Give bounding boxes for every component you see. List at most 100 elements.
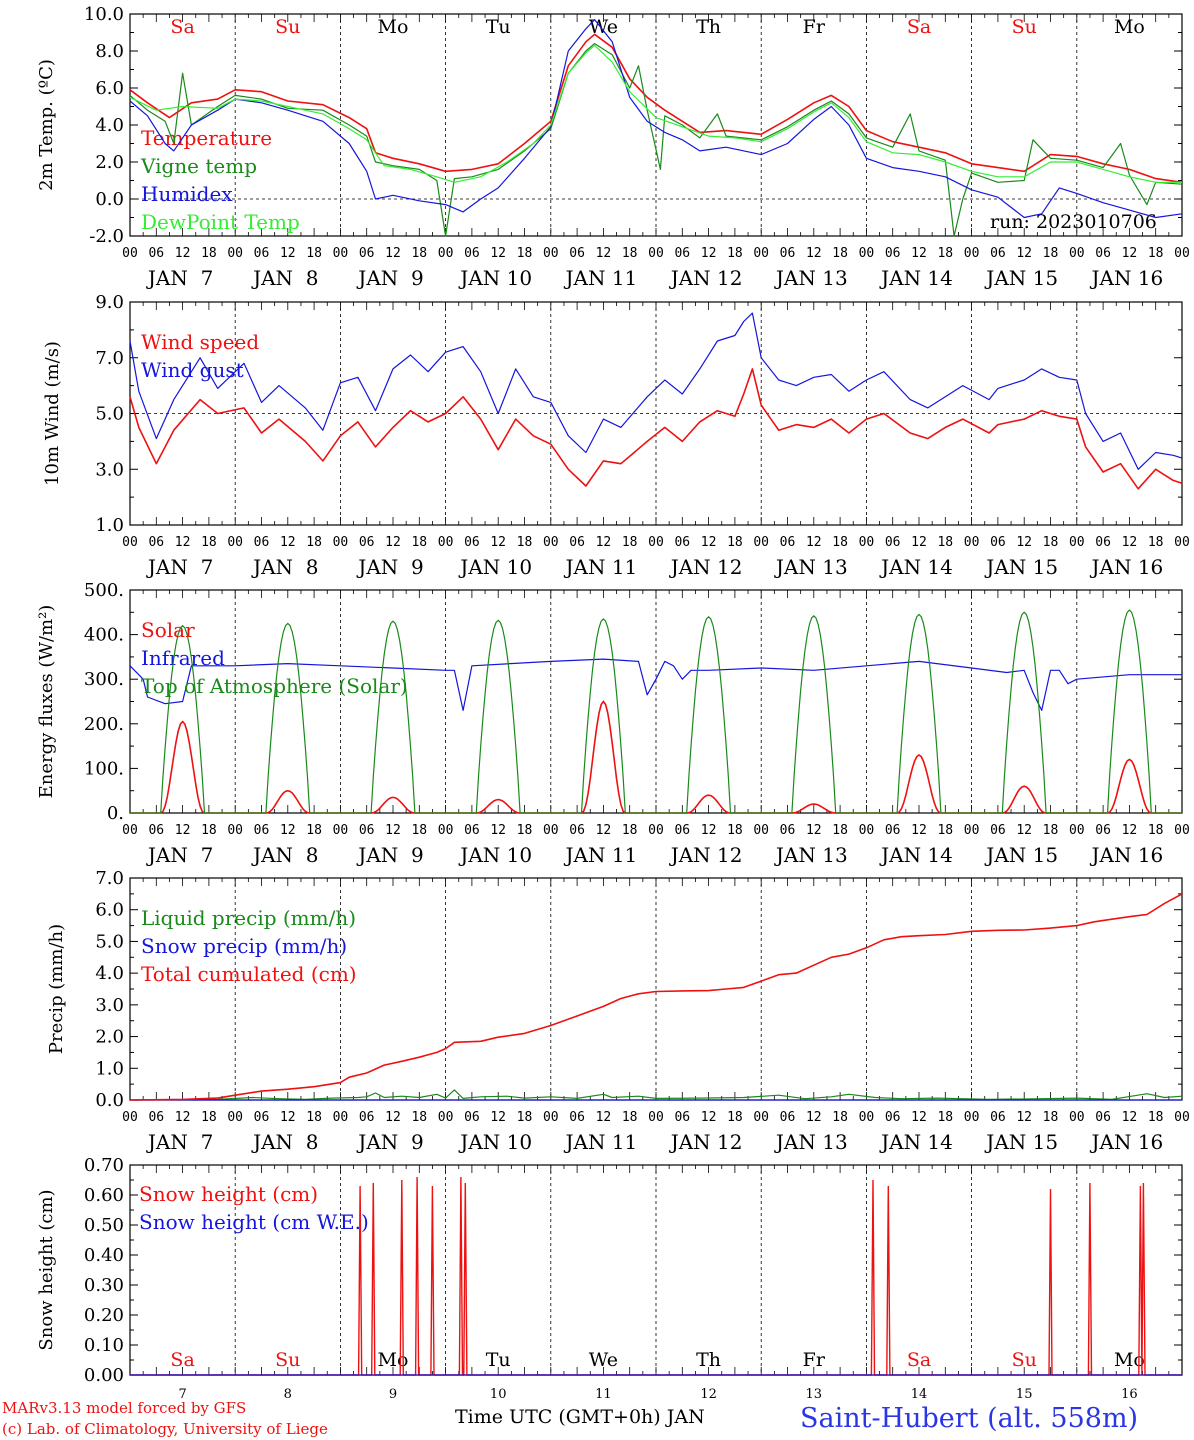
date-label: JAN 11 — [564, 1130, 638, 1154]
hour-tick-label: 00 — [333, 246, 349, 261]
day-number-label: 13 — [806, 1387, 823, 1402]
hour-tick-label: 00 — [1069, 535, 1085, 550]
date-label: JAN 7 — [146, 266, 213, 290]
y-tick-label: 2.0 — [95, 152, 124, 173]
day-number-label: 15 — [1016, 1387, 1033, 1402]
y-axis-label: Snow height (cm) — [36, 1189, 57, 1350]
hour-tick-label: 12 — [175, 823, 191, 838]
hour-tick-label: 00 — [543, 246, 559, 261]
hour-tick-label: 06 — [464, 535, 480, 550]
hour-tick-label: 00 — [859, 246, 875, 261]
date-label: JAN 8 — [251, 555, 318, 579]
hour-tick-label: 18 — [201, 246, 217, 261]
legend-entry: Vigne temp — [140, 154, 257, 178]
hour-tick-label: 00 — [438, 246, 454, 261]
hour-tick-label: 00 — [438, 1110, 454, 1125]
hour-tick-label: 06 — [1095, 246, 1111, 261]
hour-tick-label: 12 — [280, 1110, 296, 1125]
panel-precip: 0.0 1.0 2.0 3.0 4.0 5.0 6.0 7.0 Precip (mm/h) 00 0… — [46, 868, 1190, 1154]
hour-tick-label: 00 — [859, 823, 875, 838]
hour-tick-label: 18 — [1043, 823, 1059, 838]
hour-tick-label: 00 — [753, 535, 769, 550]
y-tick-label: 0.40 — [84, 1245, 124, 1266]
weekday-label: Su — [275, 1349, 300, 1371]
hour-tick-label: 12 — [596, 535, 612, 550]
date-label: JAN 16 — [1090, 1130, 1164, 1154]
hour-tick-label: 18 — [727, 823, 743, 838]
date-label: JAN 15 — [984, 266, 1058, 290]
hour-tick-label: 06 — [780, 1110, 796, 1125]
y-tick-label: 4.0 — [95, 115, 124, 136]
hour-tick-label: 06 — [464, 1110, 480, 1125]
hour-tick-label: 06 — [569, 246, 585, 261]
hour-tick-label: 12 — [701, 246, 717, 261]
y-tick-label: 3.0 — [95, 459, 124, 480]
hour-tick-label: 18 — [937, 246, 953, 261]
date-label: JAN 16 — [1090, 266, 1164, 290]
hour-tick-label: 12 — [490, 1110, 506, 1125]
date-label: JAN 16 — [1090, 555, 1164, 579]
series-line — [129, 33, 1183, 184]
date-label: JAN 15 — [984, 1130, 1058, 1154]
hour-tick-label: 18 — [1148, 535, 1164, 550]
hour-tick-label: 06 — [674, 535, 690, 550]
hour-tick-label: 18 — [411, 823, 427, 838]
y-tick-label: 500. — [84, 580, 124, 601]
date-label: JAN 12 — [669, 1130, 743, 1154]
y-tick-label: 0.10 — [84, 1335, 124, 1356]
weekday-label: Th — [696, 16, 721, 38]
hour-tick-label: 00 — [964, 1110, 980, 1125]
legend-entry: Snow height (cm) — [139, 1182, 318, 1206]
hour-tick-label: 18 — [1148, 246, 1164, 261]
y-tick-label: 6.0 — [95, 78, 124, 99]
date-label: JAN 7 — [146, 555, 213, 579]
y-axis-label: Precip (mm/h) — [46, 924, 67, 1054]
weekday-label: Sa — [170, 16, 194, 38]
y-tick-label: 4.0 — [95, 963, 124, 984]
date-label: JAN 14 — [879, 1130, 953, 1154]
hour-tick-label: 12 — [911, 246, 927, 261]
hour-tick-label: 18 — [306, 535, 322, 550]
y-tick-label: 200. — [84, 714, 124, 735]
hour-tick-label: 12 — [806, 823, 822, 838]
weekday-label: Th — [696, 1349, 721, 1371]
hour-tick-label: 00 — [333, 823, 349, 838]
series-line — [129, 658, 1182, 711]
date-label: JAN 13 — [774, 555, 848, 579]
hour-tick-label: 12 — [1016, 246, 1032, 261]
hour-tick-label: 06 — [885, 246, 901, 261]
hour-tick-label: 18 — [832, 246, 848, 261]
weekday-label: Mo — [1114, 16, 1145, 38]
hour-tick-label: 06 — [674, 1110, 690, 1125]
weekday-label: Fr — [803, 1349, 826, 1371]
date-label: JAN 13 — [774, 266, 848, 290]
hour-tick-label: 18 — [937, 1110, 953, 1125]
y-tick-label: 300. — [84, 669, 124, 690]
hour-tick-label: 00 — [438, 535, 454, 550]
legend-entry: Top of Atmosphere (Solar) — [141, 674, 408, 698]
hour-tick-label: 18 — [306, 1110, 322, 1125]
date-label: JAN 15 — [984, 555, 1058, 579]
hour-tick-label: 00 — [1174, 246, 1190, 261]
hour-tick-label: 12 — [701, 535, 717, 550]
panel-wind: 1.0 3.0 5.0 7.0 9.0 10m Wind (m/s) 00 06 12 18 JAN… — [42, 292, 1190, 579]
hour-tick-label: 12 — [1016, 1110, 1032, 1125]
hour-tick-label: 18 — [306, 823, 322, 838]
legend-entry: Wind gust — [141, 358, 244, 382]
weekday-label: Su — [1012, 1349, 1037, 1371]
hour-tick-label: 12 — [385, 1110, 401, 1125]
y-tick-label: 0.50 — [84, 1215, 124, 1236]
hour-tick-label: 12 — [490, 535, 506, 550]
date-label: JAN 12 — [669, 555, 743, 579]
y-axis-label: 10m Wind (m/s) — [42, 341, 63, 486]
series-line — [129, 1089, 1183, 1101]
hour-tick-label: 12 — [911, 1110, 927, 1125]
hour-tick-label: 18 — [832, 823, 848, 838]
series-line — [129, 368, 1183, 490]
date-label: JAN 9 — [356, 843, 423, 867]
hour-tick-label: 18 — [411, 1110, 427, 1125]
hour-tick-label: 06 — [780, 823, 796, 838]
hour-tick-label: 18 — [411, 535, 427, 550]
weekday-label: Sa — [907, 1349, 931, 1371]
hour-tick-label: 00 — [1174, 823, 1190, 838]
